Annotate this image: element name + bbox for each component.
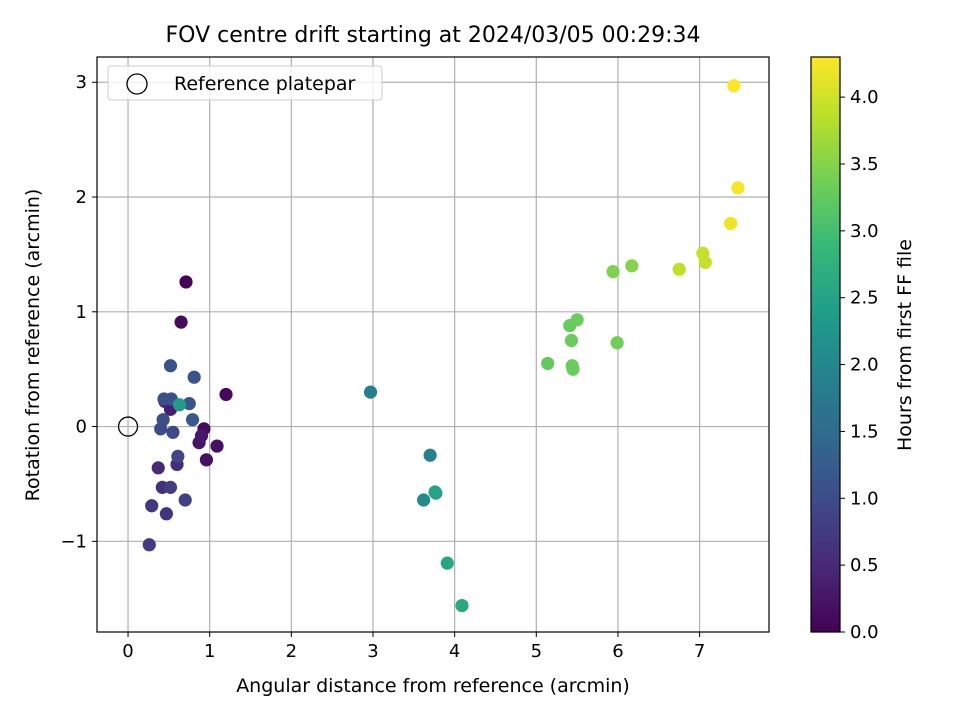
data-point	[564, 333, 579, 348]
data-point	[210, 439, 224, 453]
data-point	[166, 425, 180, 439]
data-point	[610, 336, 624, 350]
data-point	[727, 79, 741, 93]
legend-marker-reference-platepar	[126, 73, 148, 95]
data-point	[172, 398, 187, 412]
colorbar-tick-label: 2.5	[850, 288, 879, 309]
legend-box	[107, 65, 383, 101]
y-tick-label: 1	[76, 302, 87, 323]
x-tick-label: 6	[612, 641, 623, 662]
data-point	[219, 387, 233, 402]
data-point	[541, 356, 555, 371]
x-tick-label: 5	[531, 641, 542, 662]
reference-platepar-marker	[117, 416, 139, 437]
colorbar-tick-label: 4.0	[850, 87, 879, 108]
colorbar-tick-label: 1.5	[850, 421, 879, 442]
data-point	[606, 265, 620, 279]
data-point	[182, 397, 196, 411]
x-axis-label: Angular distance from reference (arcmin)	[236, 675, 630, 697]
data-point	[566, 362, 580, 376]
data-point	[570, 313, 584, 327]
y-tick-label: 2	[76, 187, 87, 208]
y-tick-label: 3	[76, 72, 87, 93]
x-axis-ticks: 0 1 2 3 4 5 6 7	[122, 632, 705, 662]
data-point	[423, 448, 437, 462]
colorbar-label: Hours from first FF file	[894, 239, 916, 451]
colorbar-tick-label: 0.5	[850, 555, 879, 576]
data-point	[174, 315, 188, 329]
colorbar-tick-label: 3.0	[850, 221, 879, 242]
data-point	[142, 538, 156, 552]
grid-lines	[97, 57, 769, 632]
y-tick-label: 0	[76, 417, 87, 438]
colorbar-tick-label: 2.0	[850, 355, 879, 376]
data-point	[672, 262, 686, 276]
legend-label-reference-platepar: Reference platepar	[174, 73, 356, 95]
y-axis-ticks: −1 0 1 2 3	[60, 72, 97, 552]
x-tick-label: 1	[204, 641, 215, 662]
colorbar	[810, 56, 841, 633]
x-tick-label: 4	[449, 641, 460, 662]
data-point	[179, 275, 193, 289]
y-axis-label: Rotation from reference (arcmin)	[22, 189, 44, 502]
data-point	[163, 359, 178, 373]
x-tick-label: 2	[286, 641, 297, 662]
x-tick-label: 3	[367, 641, 378, 662]
data-point	[194, 429, 209, 443]
data-point	[428, 485, 442, 499]
x-tick-label: 7	[694, 641, 705, 662]
data-point	[171, 449, 185, 464]
data-point	[187, 370, 201, 384]
data-point	[417, 493, 431, 507]
data-point	[156, 413, 170, 427]
legend: Reference platepar	[107, 65, 383, 101]
data-point	[199, 453, 214, 467]
data-point	[440, 556, 454, 570]
colorbar-tick-label: 1.0	[850, 488, 879, 509]
chart-title: FOV centre drift starting at 2024/03/05 …	[166, 23, 701, 48]
data-points	[117, 79, 745, 613]
colorbar-ticks: 0.0 0.5 1.0 1.5 2.0 2.5 3.0 3.5 4.0	[840, 87, 879, 643]
data-point	[178, 493, 192, 507]
data-point	[145, 499, 159, 513]
data-point	[724, 216, 738, 231]
plot-frame	[96, 56, 770, 633]
data-point	[163, 480, 178, 494]
data-point	[159, 507, 174, 521]
x-tick-label: 0	[122, 641, 133, 662]
data-point	[698, 255, 712, 270]
y-tick-label: −1	[60, 531, 87, 552]
data-point	[625, 259, 639, 273]
data-point	[731, 181, 745, 195]
data-point	[185, 413, 200, 427]
data-point	[151, 461, 165, 475]
data-point	[363, 385, 378, 399]
colorbar-tick-label: 0.0	[850, 622, 879, 643]
colorbar-tick-label: 3.5	[850, 154, 879, 175]
data-point	[455, 599, 469, 613]
